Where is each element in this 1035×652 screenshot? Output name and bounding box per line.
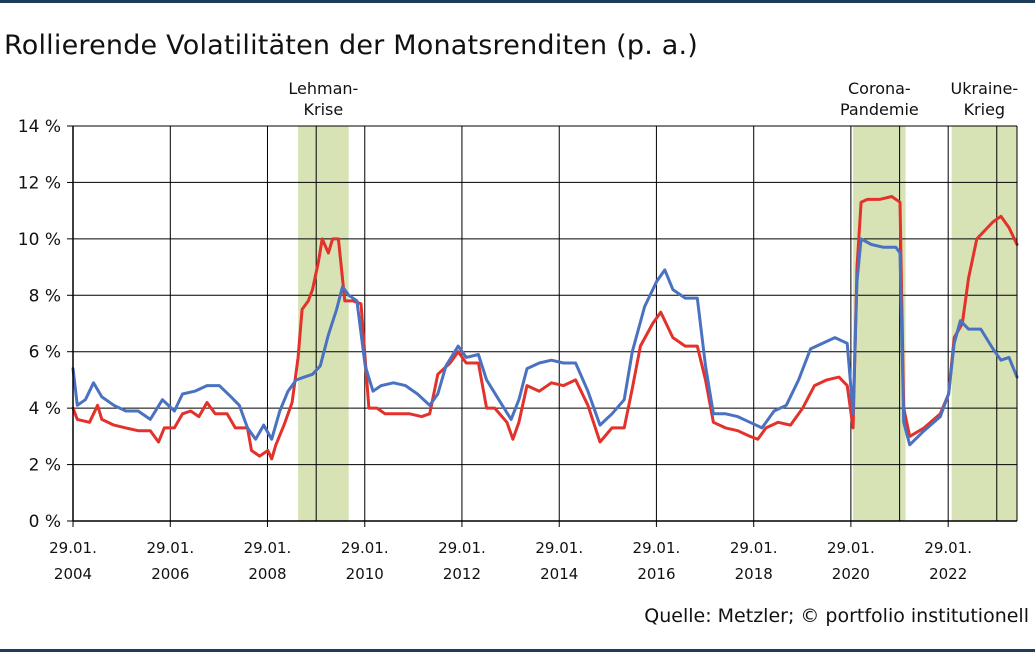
x-tick-label-line2-5: 2014 [540, 565, 578, 583]
y-tick-label-4: 8 % [29, 286, 61, 306]
y-tick-label-1: 2 % [29, 456, 61, 476]
shaded-period-label-2-1: Krieg [964, 100, 1006, 119]
x-tick-label-line2-4: 2012 [443, 565, 481, 583]
x-tick-label-line1-8: 29.01. [827, 539, 875, 557]
x-tick-label-line2-6: 2016 [637, 565, 675, 583]
shaded-periods [298, 126, 1017, 521]
x-tick-label-line1-9: 29.01. [924, 539, 972, 557]
x-tick-label-line2-7: 2018 [735, 565, 773, 583]
x-tick-label-line2-3: 2010 [346, 565, 384, 583]
shaded-period-label-1-0: Corona- [848, 79, 911, 98]
shaded-period-label-0-0: Lehman- [288, 79, 358, 98]
x-tick-label-line1-4: 29.01. [438, 539, 486, 557]
source-note: Quelle: Metzler; © portfolio institution… [644, 605, 1029, 627]
x-tick-label-line2-0: 2004 [54, 565, 92, 583]
x-tick-label-line2-2: 2008 [248, 565, 286, 583]
x-tick-label-line1-6: 29.01. [633, 539, 681, 557]
y-tick-label-2: 4 % [29, 399, 61, 419]
top-rule [0, 0, 1035, 3]
x-tick-label-line2-8: 2020 [832, 565, 870, 583]
x-tick-label-line1-1: 29.01. [146, 539, 194, 557]
x-tick-label-line1-0: 29.01. [49, 539, 97, 557]
chart-title: Rollierende Volatilitäten der Monatsrend… [4, 30, 699, 61]
shaded-period-label-1-1: Pandemie [840, 100, 919, 119]
y-tick-label-6: 12 % [18, 173, 61, 193]
x-tick-label-line1-2: 29.01. [244, 539, 292, 557]
plot-frame [72, 126, 1018, 522]
shaded-period-0 [298, 126, 349, 521]
y-tick-label-7: 14 % [18, 117, 61, 137]
x-tick-label-line2-1: 2006 [151, 565, 189, 583]
bottom-rule [0, 649, 1035, 652]
y-axis-ticks: 0 % 2 % 4 % 6 % 8 % 10 % 12 % 14 % [18, 117, 61, 532]
shaded-period-label-0-1: Krise [304, 100, 344, 119]
y-tick-label-0: 0 % [29, 512, 61, 532]
x-tick-label-line1-5: 29.01. [535, 539, 583, 557]
y-tick-label-3: 6 % [29, 343, 61, 363]
x-tick-label-line1-7: 29.01. [730, 539, 778, 557]
series-line-1 [71, 237, 1019, 447]
x-tick-label-line1-3: 29.01. [341, 539, 389, 557]
series-lines [71, 195, 1019, 461]
x-tick-label-line2-9: 2022 [929, 565, 967, 583]
shaded-period-label-2-0: Ukraine- [951, 79, 1019, 98]
shaded-period-labels: Lehman- Krise Corona- Pandemie Ukraine- Krieg [288, 79, 1018, 119]
series-line-0 [71, 195, 1019, 461]
y-tick-label-5: 10 % [18, 230, 61, 250]
x-axis-ticks: 29.01. 2004 29.01. 2006 29.01. 2008 29.01. 2010… [49, 539, 972, 583]
shaded-period-1 [853, 126, 906, 521]
